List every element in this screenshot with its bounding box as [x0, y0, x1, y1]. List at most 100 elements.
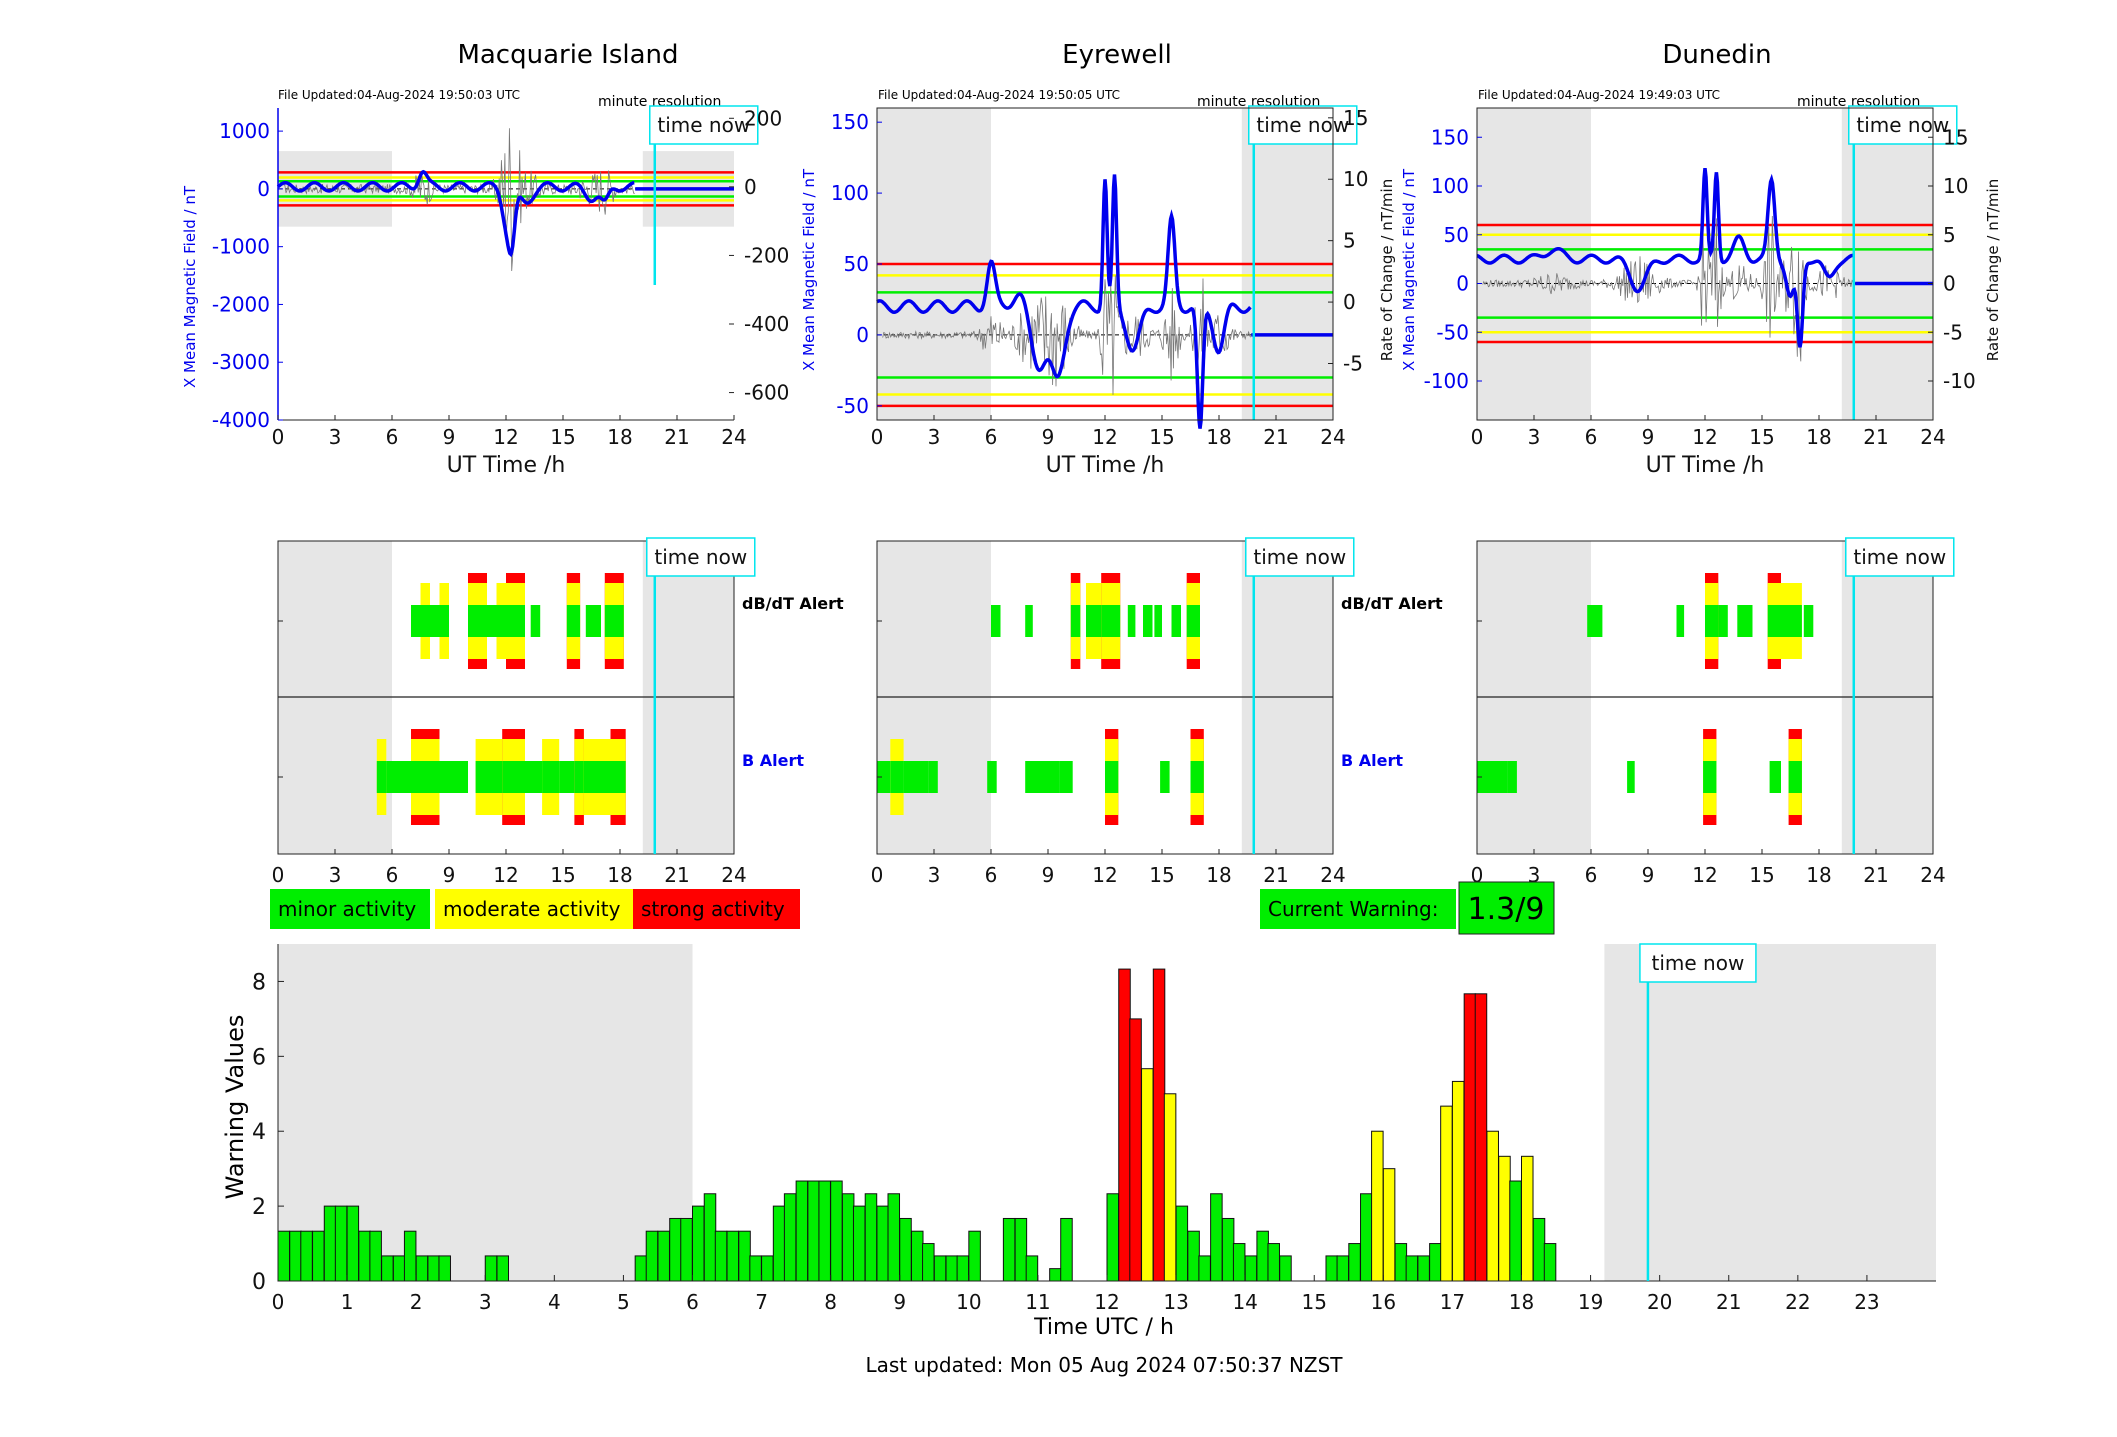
y-tick-label: 6	[252, 1045, 266, 1070]
warning-bar	[1279, 1255, 1292, 1282]
alert-minor-segment	[1737, 605, 1753, 637]
warning-bar	[484, 1255, 498, 1282]
b-alert-label-eyrewell: B Alert	[1341, 751, 1403, 770]
x-axis-label: UT Time /h	[1046, 453, 1165, 478]
warning-bar	[749, 1255, 762, 1282]
warning-bar	[703, 1193, 717, 1282]
x-tick-label: 16	[1371, 1290, 1396, 1314]
warning-bar	[1175, 1205, 1189, 1282]
time-now-label: time now	[1652, 951, 1745, 975]
y-tick-label-left: 100	[1431, 174, 1469, 198]
x-tick-label: 18	[1206, 425, 1231, 449]
alert-minor-segment	[386, 761, 411, 793]
x-tick-label: 6	[985, 425, 998, 449]
x-tick-label: 0	[1471, 863, 1484, 887]
alert-minor-segment	[1186, 605, 1200, 637]
alert-minor-segment	[420, 605, 430, 637]
warning-bar	[1152, 968, 1166, 1282]
alert-minor-segment	[574, 761, 584, 793]
x-tick-label: 13	[1163, 1290, 1188, 1314]
alert-minor-segment	[610, 761, 626, 793]
current-warning-label: Current Warning:	[1268, 897, 1438, 921]
alert-minor-segment	[890, 761, 904, 793]
x-tick-label: 3	[1528, 425, 1541, 449]
x-tick-label: 6	[985, 863, 998, 887]
x-tick-label: 6	[386, 863, 399, 887]
x-tick-label: 15	[1749, 425, 1774, 449]
magnetic-field-line	[276, 169, 635, 258]
warning-bar	[807, 1180, 820, 1282]
x-tick-label: 0	[272, 863, 285, 887]
warning-bar	[346, 1205, 360, 1282]
y-tick-label-left: -3000	[212, 350, 270, 374]
warning-bar	[427, 1255, 440, 1282]
x-tick-label: 19	[1578, 1290, 1603, 1314]
alert-minor-segment	[1171, 605, 1181, 637]
warning-bar	[1498, 1155, 1511, 1282]
ylabel-field-eyrewell: X Mean Magnetic Field / nT	[800, 168, 818, 371]
alert-minor-segment	[1507, 761, 1517, 793]
site-title-macquarie: Macquarie Island	[457, 40, 678, 70]
x-tick-label: 12	[1692, 425, 1717, 449]
alert-minor-segment	[1705, 605, 1719, 637]
x-tick-label: 0	[871, 425, 884, 449]
time-now-box	[1848, 105, 1958, 145]
ylabel-rate-dunedin: Rate of Change / nT/min	[1984, 179, 2002, 361]
time-now-label: time now	[1256, 113, 1349, 137]
magnetometer-plot-macquarie: time now 0 3 6 9 12 15 18 21 24 UT Time /h 1000 0 -10…	[212, 105, 789, 478]
warning-bar	[864, 1193, 878, 1282]
x-tick-label: 3	[1528, 863, 1541, 887]
warning-bar	[1382, 1168, 1396, 1282]
warning-bar	[1440, 1105, 1453, 1282]
y-tick-label-left: -100	[1424, 369, 1469, 393]
warning-bar	[1417, 1255, 1430, 1282]
warning-bar	[1463, 993, 1477, 1282]
warning-bar	[1244, 1255, 1258, 1282]
x-tick-label: 9	[443, 863, 456, 887]
warning-bar	[1429, 1243, 1442, 1282]
alert-minor-segment	[1703, 761, 1717, 793]
last-updated: Last updated: Mon 05 Aug 2024 07:50:37 N…	[865, 1353, 1343, 1377]
warning-bar	[1256, 1230, 1269, 1282]
alert-minor-segment	[1160, 761, 1170, 793]
warning-bar	[1348, 1243, 1361, 1282]
current-warning-value: 1.3/9	[1468, 892, 1545, 927]
alert-minor-segment	[475, 761, 503, 793]
warning-bar	[438, 1255, 451, 1282]
dbdt-alert-label-macquarie: dB/dT Alert	[742, 594, 844, 613]
warning-bar	[358, 1230, 371, 1282]
x-tick-label: 15	[1149, 863, 1174, 887]
file-updated-macquarie: File Updated:04-Aug-2024 19:50:03 UTC	[278, 88, 520, 102]
y-tick-label-left: 50	[1444, 223, 1469, 247]
legend-moderate-label: moderate activity	[443, 897, 621, 921]
y-tick-label-right: 15	[1943, 125, 1968, 149]
warning-bar	[795, 1180, 809, 1282]
warning-bar	[392, 1255, 406, 1282]
warning-bar	[312, 1230, 325, 1282]
time-now-label: time now	[654, 545, 747, 569]
x-tick-label: 6	[386, 425, 399, 449]
alert-minor-segment	[1143, 605, 1153, 637]
y-tick-label-left: -50	[836, 394, 869, 418]
alert-minor-segment	[506, 605, 525, 637]
x-tick-label: 23	[1854, 1290, 1879, 1314]
warning-bar	[645, 1230, 659, 1282]
warning-bar	[876, 1205, 889, 1282]
x-tick-label: 24	[1320, 425, 1345, 449]
alert-minor-segment	[1086, 605, 1102, 637]
x-tick-label: 12	[1692, 863, 1717, 887]
alert-minor-segment	[1718, 605, 1728, 637]
y-tick-label-left: 1000	[219, 119, 270, 143]
rate-of-change-line	[283, 128, 635, 272]
alert-minor-segment	[1025, 761, 1060, 793]
warning-bar	[1405, 1255, 1419, 1282]
y-tick-label: 4	[252, 1120, 266, 1145]
warning-bar	[496, 1255, 510, 1282]
x-tick-label: 12	[1092, 425, 1117, 449]
warning-bar	[783, 1193, 797, 1282]
x-tick-label: 15	[550, 863, 575, 887]
alert-minor-segment	[987, 761, 997, 793]
magnetic-field-line	[1476, 168, 1855, 348]
x-tick-label: 9	[1642, 425, 1655, 449]
